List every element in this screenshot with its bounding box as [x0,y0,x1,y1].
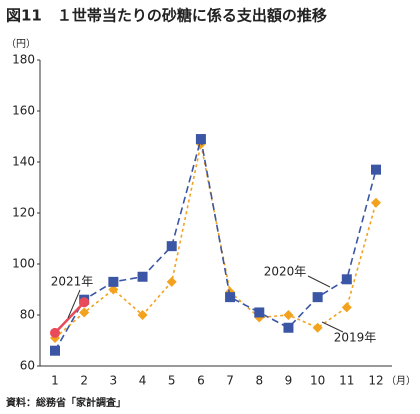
x-tick-label: 11 [339,374,354,388]
marker [371,164,381,175]
x-tick-label: 6 [197,374,205,388]
y-tick-label: 100 [12,257,35,271]
marker [283,310,294,320]
marker [254,307,265,318]
x-tick-label: 10 [310,374,325,388]
y-tick-label: 60 [20,359,35,373]
marker [50,345,60,356]
chart-title: 図11 １世帯当たりの砂糖に係る支出額の推移 [6,7,327,25]
x-tick-label: 1 [51,374,59,388]
x-tick-label: 8 [255,374,263,388]
series-label: 2020年 [264,265,307,279]
marker [108,284,119,295]
marker [79,297,90,308]
marker [137,310,148,320]
source: 資料：総務省「家計調査」 [6,396,126,409]
marker [50,327,60,338]
series-label: 2019年 [334,331,377,345]
x-tick-label: 9 [285,374,293,388]
marker [166,241,177,252]
series-label: 2021年 [51,275,94,289]
annotation-leader [307,275,331,288]
annotation-leader [67,289,81,319]
marker [371,197,381,208]
x-tick-label: 12 [368,374,383,388]
marker [283,322,294,333]
x-tick-label: 2 [80,374,88,388]
y-tick-label: 80 [20,308,35,322]
marker [79,307,90,318]
marker [341,274,352,285]
marker [312,322,323,333]
y-unit: （円） [6,38,36,50]
annotation-leader [321,321,344,333]
marker [166,276,177,287]
series-line [54,138,377,352]
marker [137,271,148,282]
y-tick-label: 140 [12,155,35,169]
x-unit: （月） [386,375,416,387]
x-tick-label: 5 [168,374,176,388]
y-tick-label: 160 [12,104,35,118]
x-tick-label: 4 [139,374,147,388]
y-tick-label: 120 [12,206,35,220]
marker [312,292,323,303]
marker [195,134,206,145]
x-tick-label: 3 [110,374,118,388]
x-tick-label: 7 [226,374,234,388]
marker [108,276,119,287]
series-line [54,301,86,334]
y-tick-label: 180 [12,53,35,67]
series-line [54,143,377,339]
marker [225,292,236,303]
marker [341,302,352,313]
